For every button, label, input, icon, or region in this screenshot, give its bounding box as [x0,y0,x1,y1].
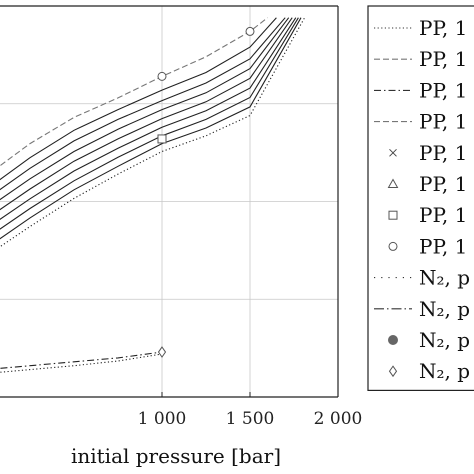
legend-label-3: PP, 1 [419,78,467,102]
data-marker-circle [245,26,255,36]
legend-marker-5-stroke [389,148,397,157]
series-line-7 [0,17,299,230]
series-line-2 [0,17,277,181]
series-line-6 [0,17,297,220]
data-marker-circle [157,71,167,81]
series-line-8 [0,17,302,240]
legend-label-1: PP, 1 [419,16,467,40]
series-line-4 [0,17,290,201]
series-line-11 [0,353,163,373]
series-line-3 [0,17,286,191]
x-tick-label: 2 000 [314,409,363,429]
series-line-9 [0,17,306,248]
legend-marker-11 [388,335,398,345]
series-line-10 [0,351,163,369]
legend-box [367,5,474,391]
legend-marker-7 [388,210,398,220]
legend-marker-8 [388,241,398,251]
legend-label-5: PP, 1 [419,141,467,165]
legend-marker-6 [387,178,399,188]
x-axis-title: initial pressure [bar] [71,444,281,468]
legend: PP, 1 PP, 1 PP, 1 PP, 1 PP, 1 PP, 1 PP, 1 PP, 1… [367,5,474,391]
legend-label-7: PP, 1 [419,203,467,227]
legend-marker-5 [389,148,397,157]
data-marker-square [157,134,167,144]
legend-marker-12 [388,365,398,378]
legend-label-12: N₂, p [419,359,470,383]
legend-label-10: N₂, p [419,297,470,321]
legend-label-6: PP, 1 [419,172,467,196]
x-tick-label: 1 000 [138,409,187,429]
x-tick-label: 1 500 [226,409,275,429]
legend-label-11: N₂, p [419,328,470,352]
legend-label-2: PP, 1 [419,47,467,71]
legend-label-4: PP, 1 [419,110,467,134]
legend-label-8: PP, 1 [419,234,467,258]
series-line-5 [0,17,293,211]
legend-label-9: N₂, p [419,266,470,290]
data-marker-diamond [157,346,167,358]
series-line-1 [0,17,268,167]
